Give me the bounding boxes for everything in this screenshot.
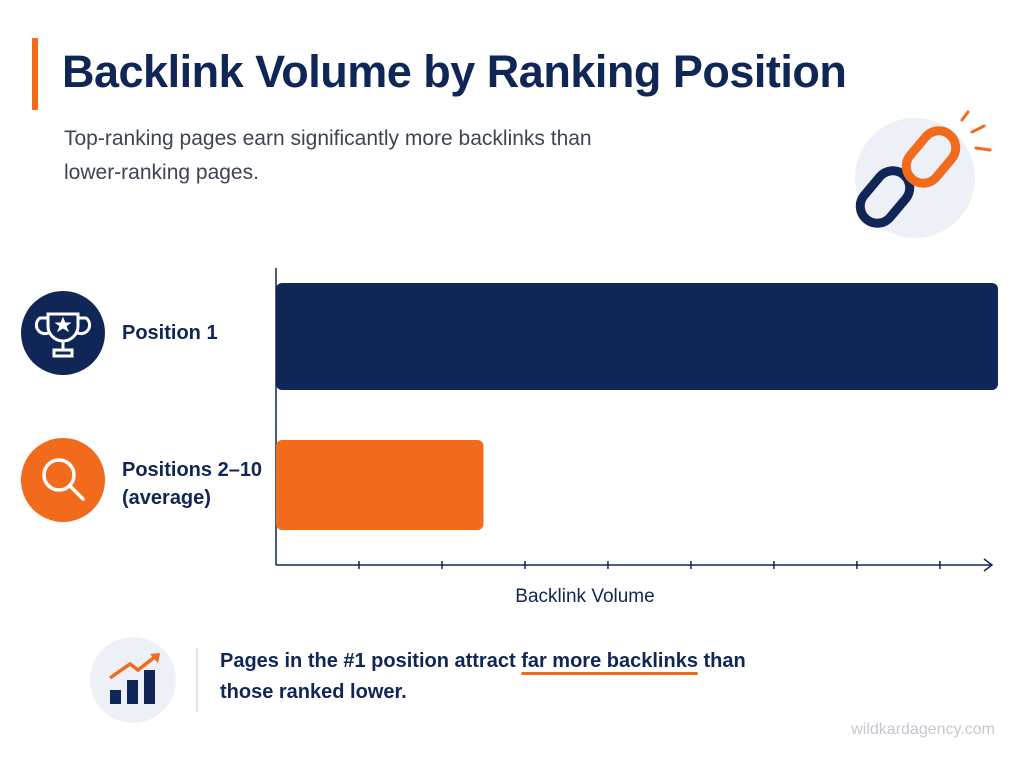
callout-text: than those ranked lower.: [220, 650, 746, 703]
trophy-icon: [34, 312, 92, 358]
x-axis-arrow: [983, 558, 994, 572]
bar: [276, 283, 998, 390]
growth-icon: [108, 653, 160, 704]
search-icon: [42, 458, 85, 501]
callout: Pages in the #1 position attract far mor…: [220, 646, 780, 708]
link-icon: [855, 110, 992, 228]
category-label: Position 1: [122, 322, 218, 344]
chart-subtitle: Top-ranking pages earn significantly mor…: [64, 127, 592, 184]
callout-highlight: far more backlinks: [521, 650, 698, 672]
trophy-icon-bg: [21, 291, 105, 375]
x-axis-label: Backlink Volume: [515, 586, 655, 607]
title-accent: [32, 38, 38, 110]
search-icon-bg: [21, 438, 105, 522]
bar: [276, 440, 484, 530]
chart-title: Backlink Volume by Ranking Position: [62, 46, 847, 97]
source: wildkardagency.com: [851, 721, 995, 738]
category-label: Positions 2–10 (average): [122, 459, 263, 509]
callout-text: Pages in the #1 position attract: [220, 650, 516, 672]
